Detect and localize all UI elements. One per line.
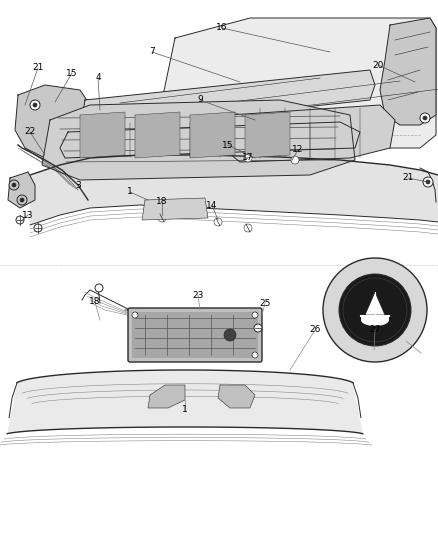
Polygon shape [60,122,360,158]
Text: 25: 25 [259,298,271,308]
Circle shape [12,183,16,187]
Polygon shape [148,385,185,408]
Polygon shape [218,385,255,408]
Text: 1: 1 [182,406,188,415]
Circle shape [291,156,299,164]
Circle shape [224,329,236,341]
Circle shape [132,312,138,318]
Circle shape [423,177,433,187]
Text: 27: 27 [369,326,381,335]
Polygon shape [7,370,363,434]
Polygon shape [82,70,375,130]
Text: 22: 22 [25,127,35,136]
Text: 26: 26 [309,326,321,335]
Text: 7: 7 [149,47,155,56]
Circle shape [339,274,411,346]
Circle shape [426,180,430,184]
Text: 14: 14 [206,200,218,209]
Circle shape [214,218,222,226]
Circle shape [254,324,262,332]
Circle shape [158,214,166,222]
FancyBboxPatch shape [132,312,258,358]
Polygon shape [30,155,438,225]
Text: 23: 23 [192,290,204,300]
Text: 18: 18 [156,198,168,206]
FancyBboxPatch shape [128,308,262,362]
Circle shape [244,154,252,162]
Circle shape [33,103,37,107]
Text: 13: 13 [22,211,34,220]
Circle shape [16,216,24,224]
Text: 17: 17 [242,154,254,163]
Polygon shape [160,18,436,160]
Text: 16: 16 [216,23,228,33]
Polygon shape [42,100,355,180]
Text: 15: 15 [222,141,234,149]
Circle shape [9,180,19,190]
Text: 1: 1 [127,188,133,197]
Circle shape [420,113,430,123]
Polygon shape [15,85,90,158]
Circle shape [252,312,258,318]
Text: 12: 12 [292,146,304,155]
Polygon shape [245,112,290,158]
Polygon shape [80,112,125,158]
Polygon shape [365,292,385,315]
Text: 21: 21 [32,63,44,72]
Circle shape [252,352,258,358]
Polygon shape [142,198,208,220]
Text: 4: 4 [95,74,101,83]
Polygon shape [8,172,35,208]
Circle shape [30,100,40,110]
Text: 20: 20 [372,61,384,69]
Circle shape [244,224,252,232]
Polygon shape [380,18,436,125]
Text: 15: 15 [66,69,78,77]
Polygon shape [225,105,395,162]
Circle shape [323,258,427,362]
Text: 9: 9 [197,95,203,104]
Circle shape [20,198,24,202]
Polygon shape [361,316,389,326]
Text: 21: 21 [403,174,413,182]
Circle shape [17,195,27,205]
Text: 18: 18 [89,297,101,306]
Text: 3: 3 [75,182,81,190]
Circle shape [34,224,42,232]
Polygon shape [135,112,180,158]
Polygon shape [190,112,235,158]
Circle shape [423,116,427,120]
Circle shape [95,284,103,292]
